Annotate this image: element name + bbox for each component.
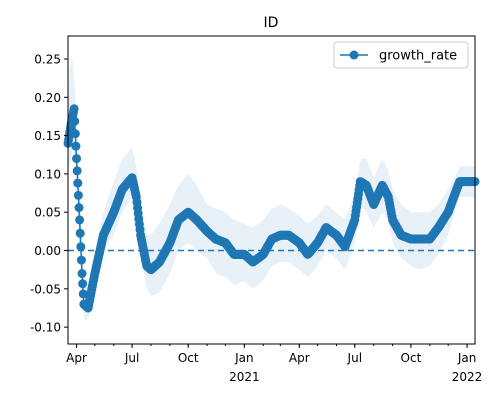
data-point <box>78 289 88 299</box>
data-point <box>69 104 79 114</box>
y-tick-label: 0.25 <box>34 52 61 66</box>
y-tick-label: 0.00 <box>34 244 61 258</box>
data-point <box>77 269 87 279</box>
legend-box <box>333 41 469 69</box>
x-tick-label: Oct <box>401 351 422 365</box>
data-point <box>71 141 81 151</box>
x-tick-label: Oct <box>178 351 199 365</box>
x-tick-year-label: 2022 <box>452 370 483 384</box>
x-tick-label: Apr <box>289 351 310 365</box>
data-point <box>74 203 84 213</box>
data-point <box>73 190 83 200</box>
data-point <box>70 116 80 126</box>
confidence-band <box>68 55 475 320</box>
legend: growth_rate <box>333 41 469 69</box>
x-tick-year-label: 2021 <box>229 370 260 384</box>
x-axis: Apr Jul Oct Jan 2021 Apr Jul Oct Jan 2022 <box>66 344 482 384</box>
x-tick-label: Jul <box>124 351 139 365</box>
series-line-growth-rate <box>67 108 475 310</box>
y-tick-label: 0.20 <box>34 91 61 105</box>
x-tick-label: Apr <box>66 351 87 365</box>
y-tick-label: 0.05 <box>34 206 61 220</box>
legend-dot-marker <box>349 50 359 60</box>
x-tick-label: Jan <box>234 351 254 365</box>
x-tick-label: Jul <box>347 351 362 365</box>
y-tick-label: -0.10 <box>30 321 61 335</box>
data-point <box>73 178 83 188</box>
chart-title: ID <box>264 15 279 31</box>
legend-label-growth-rate: growth_rate <box>379 49 457 64</box>
y-tick-label: -0.05 <box>30 282 61 296</box>
confidence-band-layer <box>68 55 475 320</box>
data-point <box>78 279 88 289</box>
y-tick-label: 0.15 <box>34 129 61 143</box>
x-tick-label: Jan <box>457 351 477 365</box>
data-point <box>76 242 86 252</box>
y-tick-label: 0.10 <box>34 167 61 181</box>
data-point <box>75 215 85 225</box>
y-axis: 0.25 0.20 0.15 0.10 0.05 0.00 -0.05 -0.10 <box>30 52 68 335</box>
data-point <box>76 255 86 265</box>
series-layer <box>63 104 480 313</box>
data-point <box>75 228 85 238</box>
data-point <box>72 154 82 164</box>
plot-area-frame <box>67 35 476 345</box>
data-point <box>70 129 80 139</box>
data-point <box>72 166 82 176</box>
